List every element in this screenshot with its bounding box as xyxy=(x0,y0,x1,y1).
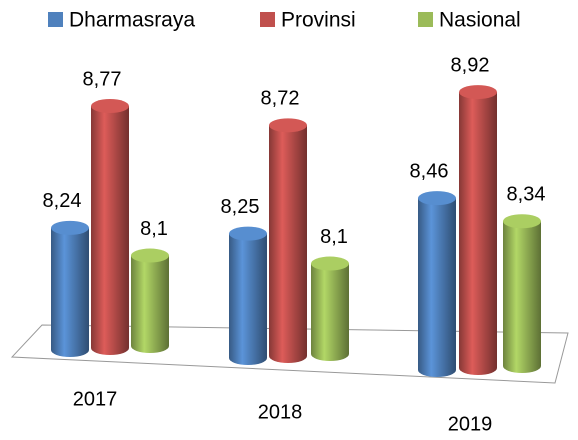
bar xyxy=(229,226,267,365)
bar xyxy=(418,191,456,377)
bar-top xyxy=(229,226,267,241)
legend-label: Dharmasraya xyxy=(69,9,195,32)
bar-top xyxy=(418,191,456,206)
bar-top xyxy=(91,99,129,114)
bar-body xyxy=(503,221,541,373)
bar-body xyxy=(269,125,307,363)
x-tick-label: 2017 xyxy=(73,388,118,410)
bar-body xyxy=(459,92,497,375)
legend-swatch xyxy=(48,12,63,27)
bar-body xyxy=(418,198,456,377)
bar xyxy=(51,220,89,357)
bar xyxy=(503,214,541,373)
data-label: 8,25 xyxy=(221,196,260,218)
bar-top xyxy=(459,85,497,100)
bar xyxy=(131,248,169,353)
data-label: 8,34 xyxy=(507,184,546,206)
data-label: 8,77 xyxy=(83,68,122,90)
data-label: 8,24 xyxy=(43,190,82,212)
bar xyxy=(269,118,307,363)
legend-label: Nasional xyxy=(439,9,521,32)
bar-body xyxy=(51,227,89,357)
x-tick-label: 2019 xyxy=(448,413,493,435)
legend-swatch xyxy=(260,12,275,27)
bar-top xyxy=(503,214,541,229)
bar-top xyxy=(51,220,89,235)
bar xyxy=(91,99,129,355)
data-label: 8,92 xyxy=(451,54,490,76)
bar xyxy=(459,85,497,375)
data-label: 8,1 xyxy=(140,218,168,240)
data-label: 8,1 xyxy=(320,226,348,248)
bar xyxy=(311,256,349,361)
data-label: 8,72 xyxy=(261,88,300,110)
bar-top xyxy=(131,248,169,263)
bar-top xyxy=(269,118,307,133)
bar-body xyxy=(131,255,169,353)
bar-body xyxy=(229,233,267,365)
bar-top xyxy=(311,256,349,271)
bar-body xyxy=(91,106,129,355)
x-tick-label: 2018 xyxy=(258,401,303,423)
bar-body xyxy=(311,263,349,361)
legend-swatch xyxy=(418,12,433,27)
data-label: 8,46 xyxy=(410,160,449,182)
legend-label: Provinsi xyxy=(281,9,356,32)
